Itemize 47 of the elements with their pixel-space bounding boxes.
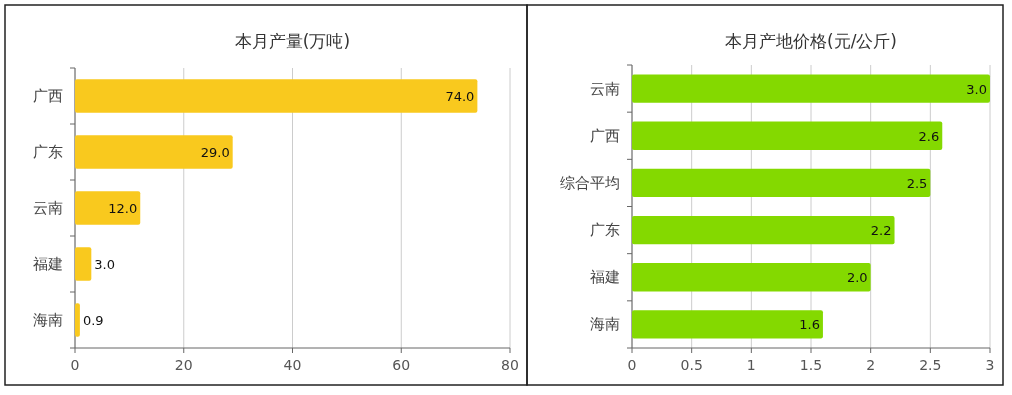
x-tick-label: 0 <box>627 357 637 373</box>
bar <box>632 121 943 150</box>
y-tick-label: 云南 <box>590 79 620 98</box>
y-tick-label: 广西 <box>33 87 63 105</box>
x-tick-label: 20 <box>174 357 193 373</box>
y-tick-label: 广东 <box>33 143 63 161</box>
bar <box>75 191 141 225</box>
x-tick-label: 80 <box>501 357 519 373</box>
data-label: 12.0 <box>108 201 138 216</box>
data-label: 2.6 <box>918 128 940 144</box>
data-label: 2.2 <box>870 223 892 239</box>
x-tick-label: 1 <box>746 357 756 373</box>
data-label: 3.0 <box>966 81 987 97</box>
y-tick-label: 综合平均 <box>560 173 620 192</box>
bar <box>75 247 92 281</box>
x-tick-label: 2.5 <box>919 357 942 373</box>
x-tick-label: 1.5 <box>799 357 823 373</box>
y-tick-label: 海南 <box>590 315 620 334</box>
y-tick-label: 海南 <box>33 311 63 329</box>
bar <box>75 303 80 337</box>
y-tick-label: 广东 <box>590 221 620 240</box>
data-label: 2.0 <box>846 270 868 286</box>
bar <box>75 135 233 169</box>
x-tick-label: 0.5 <box>680 357 703 373</box>
chart-title: 本月产量(万吨) <box>234 31 351 51</box>
data-label: 2.5 <box>906 175 928 191</box>
bar <box>632 168 931 198</box>
data-label: 1.6 <box>799 317 820 333</box>
y-tick-label: 福建 <box>33 255 63 273</box>
data-label: 0.9 <box>82 313 104 328</box>
x-tick-label: 2 <box>866 357 876 373</box>
bar <box>75 79 478 113</box>
bar <box>632 215 895 245</box>
chart-title: 本月产地价格(元/公斤) <box>725 31 897 51</box>
data-label: 74.0 <box>445 89 475 104</box>
data-label: 29.0 <box>200 145 230 160</box>
x-tick-label: 60 <box>392 357 411 373</box>
y-tick-label: 云南 <box>33 199 63 217</box>
x-tick-label: 3 <box>985 357 995 373</box>
x-tick-label: 40 <box>283 357 302 373</box>
bar <box>632 310 823 339</box>
bar <box>632 74 990 103</box>
data-label: 3.0 <box>94 257 115 272</box>
y-tick-label: 福建 <box>590 268 620 287</box>
x-tick-label: 0 <box>70 357 80 373</box>
bar <box>632 263 871 292</box>
y-tick-label: 广西 <box>590 126 620 145</box>
